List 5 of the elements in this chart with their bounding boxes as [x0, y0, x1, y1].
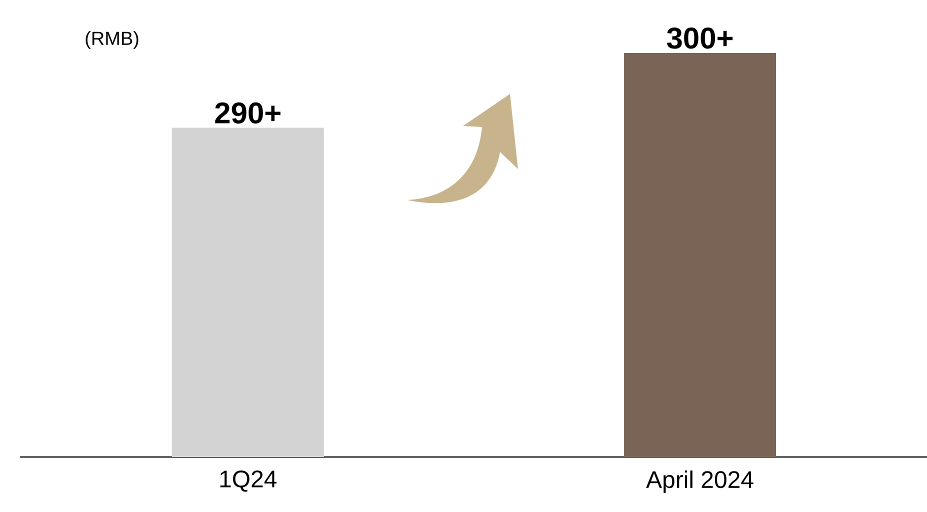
y-axis-title: (RMB)	[86, 31, 138, 49]
data-label: 290+	[215, 102, 280, 124]
data-label: 300+	[666, 28, 733, 49]
x-tick-label: 1Q24	[220, 470, 277, 492]
x-tick-label: April 2024	[646, 470, 754, 493]
